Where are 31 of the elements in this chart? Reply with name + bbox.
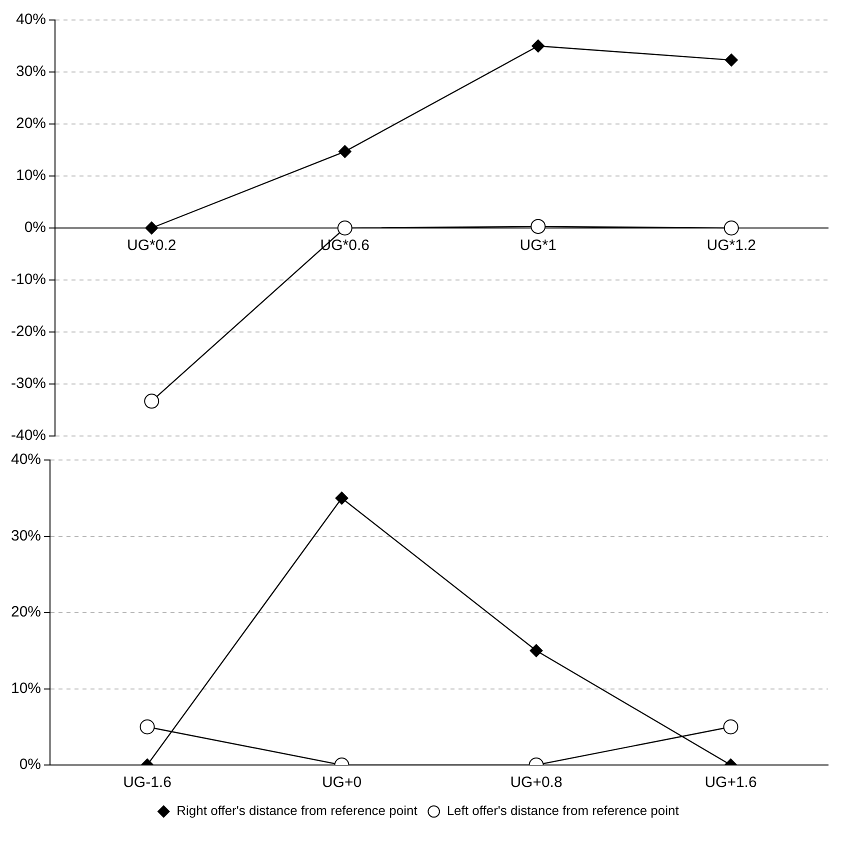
point [532,40,545,52]
y-tick-label: -40% [10,427,46,444]
y-tick-label: 20% [16,115,46,132]
x-tick-label: UG-1.6 [123,774,172,792]
point [530,218,546,234]
point [144,394,160,409]
y-tick-label: 0% [24,219,46,236]
point [724,220,739,236]
point [337,220,352,236]
x-tick-label: UG+0 [322,774,362,792]
point [724,54,738,67]
y-tick-label: -10% [10,271,46,288]
y-tick-label: -20% [10,323,46,340]
y-tick-label: -30% [10,375,46,392]
y-tick-label: 30% [16,63,46,80]
x-tick-label: UG+1.6 [704,774,757,792]
x-tick-label: UG*0.2 [127,237,176,254]
point [145,222,158,234]
x-tick-label: UG*1 [520,237,556,254]
y-tick-label: 40% [16,11,46,28]
y-tick-label: 30% [10,527,42,544]
y-tick-label: 10% [10,680,42,697]
legend-label: Left offer's distance from reference point [446,803,680,818]
x-tick-label: UG+0.8 [510,774,562,792]
x-tick-label: UG*1.2 [706,237,756,254]
y-tick-label: 20% [10,604,42,621]
point [338,145,352,158]
y-tick-label: 0% [19,756,42,774]
y-tick-label: 40% [10,451,42,468]
legend-label: Right offer's distance from reference point [176,803,418,818]
y-tick-label: 10% [16,167,46,184]
